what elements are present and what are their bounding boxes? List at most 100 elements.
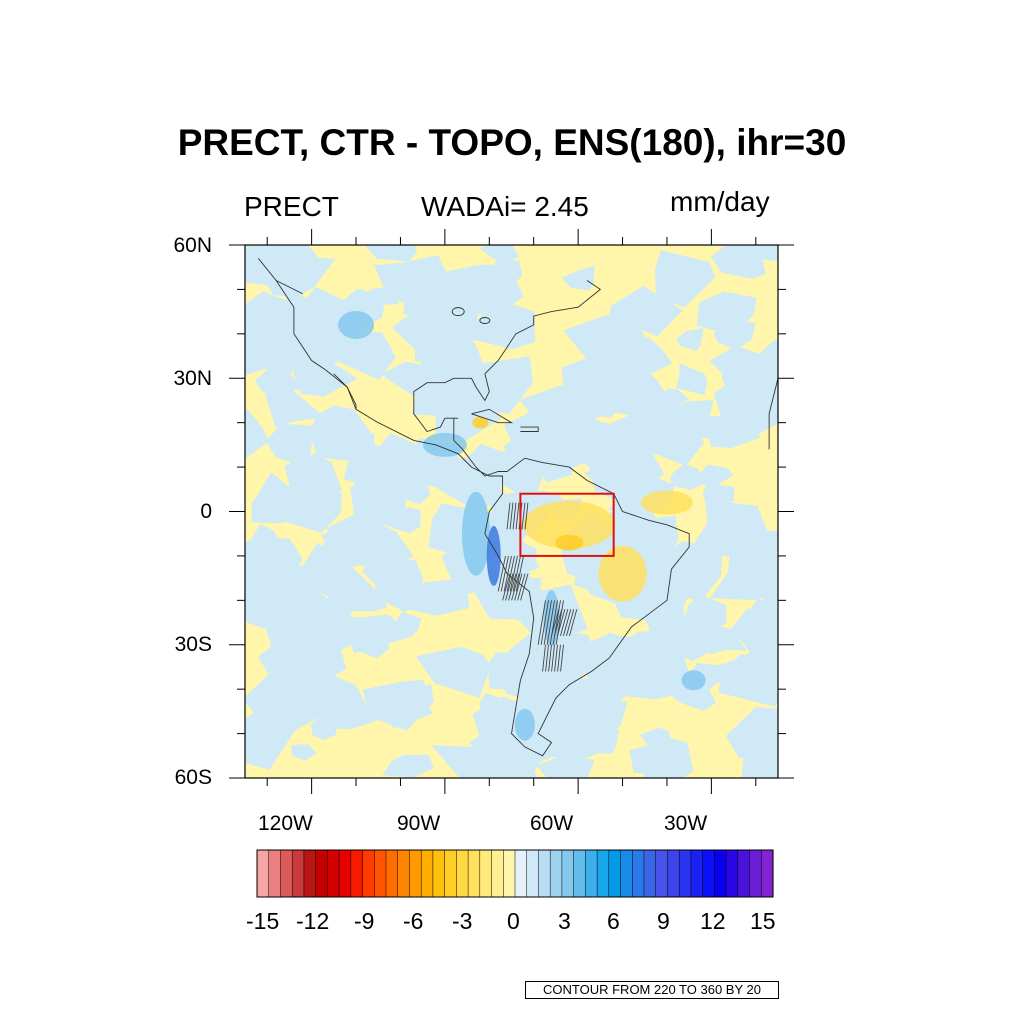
lat-label-60n: 60N <box>173 234 212 257</box>
colorbar-swatch <box>561 849 575 898</box>
colorbar-swatch <box>432 849 446 898</box>
positive-anomaly-patch <box>676 363 708 395</box>
hatch-line <box>508 573 517 601</box>
colorbar-swatch <box>362 849 375 898</box>
lon-label-90w: 90W <box>397 812 441 835</box>
highlight-region-box <box>519 492 615 557</box>
hatch-line <box>543 600 552 645</box>
colorbar-label: -15 <box>246 908 280 934</box>
colorbar-label: 12 <box>700 908 726 934</box>
colorbar-swatch <box>350 849 364 898</box>
colorbar-label: -9 <box>354 908 375 934</box>
positive-anomaly-patch <box>259 498 290 522</box>
positive-anomaly-patch <box>708 423 761 449</box>
hatch-line <box>515 555 524 592</box>
positive-anomaly-patch <box>471 299 536 350</box>
anomaly-feature <box>523 500 616 549</box>
colorbar-label: 15 <box>750 908 776 934</box>
colorbar-label: -12 <box>296 908 330 934</box>
positive-anomaly-patch <box>665 677 717 711</box>
colorbar-label: -3 <box>452 908 473 934</box>
colorbar-swatch <box>655 849 669 898</box>
coastline <box>333 373 357 410</box>
positive-anomaly-patch <box>618 419 673 461</box>
coastline <box>257 258 690 757</box>
hatch-line <box>505 573 514 601</box>
colorbar-label: -6 <box>403 908 424 934</box>
hatch-line <box>500 555 509 592</box>
positive-anomaly-patch <box>697 630 731 654</box>
hatch-line <box>524 502 529 530</box>
positive-anomaly-patch <box>607 654 632 675</box>
subtitle-index: WADAi= 2.45 <box>421 191 589 222</box>
lat-label-30n: 30N <box>173 367 212 390</box>
positive-anomaly-patch <box>245 536 304 588</box>
coastline <box>768 378 778 450</box>
positive-anomaly-patch <box>348 593 388 612</box>
anomaly-feature <box>461 491 490 576</box>
positive-anomaly-patch <box>539 455 574 483</box>
positive-anomaly-patch <box>643 735 694 778</box>
coastline <box>520 426 539 432</box>
positive-anomaly-patch <box>307 405 374 445</box>
lat-label-equator: 0 <box>200 500 212 523</box>
colorbar <box>256 849 774 898</box>
hatch-line <box>549 600 558 645</box>
positive-anomaly-patch <box>741 718 778 778</box>
hatch-line <box>511 573 520 601</box>
hatch-line <box>557 609 566 636</box>
positive-anomaly-patch <box>342 614 412 654</box>
positive-anomaly-patch <box>721 354 778 402</box>
hatch-line <box>551 644 555 672</box>
colorbar-swatch <box>608 849 622 898</box>
positive-anomaly-patch <box>538 659 584 700</box>
lon-label-60w: 60W <box>530 812 574 835</box>
hatch-line <box>506 555 515 592</box>
colorbar-swatch <box>632 849 645 898</box>
colorbar-swatch <box>526 849 540 898</box>
positive-anomaly-patch <box>752 245 778 262</box>
coastline <box>471 408 514 424</box>
colorbar-label: 0 <box>507 908 520 934</box>
subtitle-units: mm/day <box>670 186 770 217</box>
anomaly-feature <box>640 490 693 515</box>
positive-anomaly-patch <box>700 464 734 488</box>
positive-anomaly-patch <box>316 692 358 711</box>
colorbar-swatch <box>573 849 586 898</box>
positive-anomaly-patch <box>486 360 521 380</box>
positive-anomaly-patch <box>245 291 292 332</box>
lat-label-60s: 60S <box>174 766 212 789</box>
hatch-line <box>560 644 564 672</box>
positive-anomaly-patch <box>373 432 423 481</box>
lat-label-30s: 30S <box>174 633 212 656</box>
hatch-line <box>537 600 546 645</box>
coastline <box>275 280 303 295</box>
positive-anomaly-patch <box>561 265 595 291</box>
hatch-line <box>569 609 578 636</box>
hatch-line <box>554 609 563 636</box>
positive-anomaly-patch <box>681 594 727 636</box>
hatch-line <box>512 555 521 592</box>
colorbar-swatch <box>725 849 739 898</box>
colorbar-swatch <box>280 849 293 898</box>
colorbar-swatch <box>303 849 317 898</box>
hatch-line <box>540 600 549 645</box>
hatch-line <box>554 644 558 672</box>
hatch-line <box>502 573 511 601</box>
positive-anomaly-patch <box>479 692 506 720</box>
colorbar-swatch <box>256 849 270 898</box>
lake-outline <box>479 317 491 324</box>
colorbar-swatch <box>538 849 551 898</box>
colorbar-swatch <box>585 849 598 898</box>
positive-anomaly-patch <box>711 245 766 279</box>
positive-anomaly-patch <box>665 400 714 437</box>
lon-label-30w: 30W <box>664 812 708 835</box>
colorbar-swatch <box>549 849 563 898</box>
positive-anomaly-patch <box>245 661 329 740</box>
colorbar-swatch <box>291 849 305 898</box>
positive-anomaly-patch <box>254 368 303 396</box>
subtitle-variable: PRECT <box>244 191 339 222</box>
hatch-line <box>548 644 552 672</box>
colorbar-swatch <box>444 849 457 898</box>
anomaly-feature <box>681 670 706 691</box>
